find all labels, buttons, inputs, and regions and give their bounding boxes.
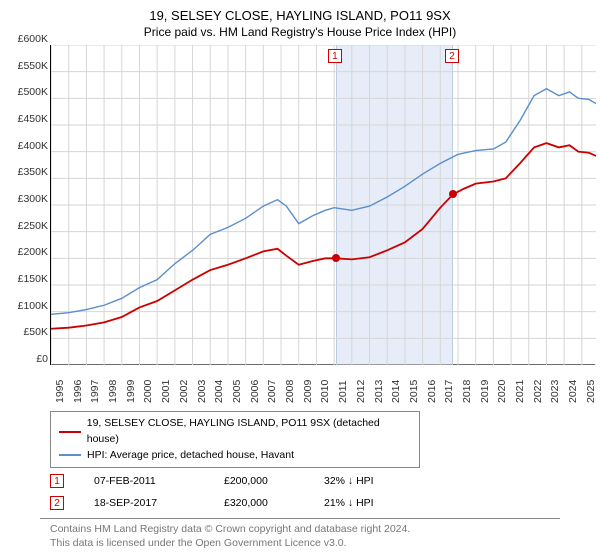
- x-tick-label: 2021: [514, 363, 516, 403]
- transaction-price: £320,000: [224, 497, 294, 509]
- y-tick-label: £600K: [8, 33, 48, 45]
- x-tick-label: 2001: [160, 363, 162, 403]
- x-tick-label: 2023: [549, 363, 551, 403]
- x-tick-label: 2004: [213, 363, 215, 403]
- chart-subtitle: Price paid vs. HM Land Registry's House …: [10, 25, 590, 39]
- x-tick-label: 2015: [408, 363, 410, 403]
- x-tick-label: 2011: [337, 363, 339, 403]
- marker-box-1: 1: [328, 49, 342, 63]
- x-tick-label: 2006: [249, 363, 251, 403]
- y-tick-label: £300K: [8, 193, 48, 205]
- transactions-table: 1 07-FEB-2011 £200,000 32% ↓ HPI 2 18-SEP-201…: [50, 474, 590, 510]
- marker-dot-1: [332, 254, 340, 262]
- legend-swatch: [59, 431, 81, 433]
- plot-svg: [51, 45, 596, 365]
- y-tick-label: £500K: [8, 86, 48, 98]
- series-hpi: [51, 89, 596, 315]
- x-tick-label: 1997: [89, 363, 91, 403]
- y-tick-label: £100K: [8, 300, 48, 312]
- marker-dot-2: [449, 190, 457, 198]
- transaction-date: 07-FEB-2011: [94, 475, 194, 487]
- legend-label: HPI: Average price, detached house, Hava…: [87, 448, 294, 464]
- x-tick-label: 2010: [319, 363, 321, 403]
- x-tick-label: 1995: [54, 363, 56, 403]
- x-tick-label: 2018: [461, 363, 463, 403]
- x-axis-labels: 1995199619971998199920002001200220032004…: [50, 367, 595, 405]
- y-axis-labels: £0 £50K £100K £150K £200K £250K £300K £350K £400…: [8, 39, 48, 369]
- y-tick-label: £250K: [8, 220, 48, 232]
- x-tick-label: 1998: [107, 363, 109, 403]
- x-tick-label: 2005: [231, 363, 233, 403]
- x-tick-label: 2017: [443, 363, 445, 403]
- x-tick-label: 2012: [355, 363, 357, 403]
- transaction-marker: 2: [50, 496, 64, 510]
- x-tick-label: 2008: [284, 363, 286, 403]
- x-tick-label: 2000: [142, 363, 144, 403]
- marker-box-2: 2: [445, 49, 459, 63]
- x-tick-label: 2020: [496, 363, 498, 403]
- transaction-pct: 21% ↓ HPI: [324, 497, 414, 509]
- legend-label: 19, SELSEY CLOSE, HAYLING ISLAND, PO11 9…: [87, 416, 411, 448]
- transaction-row: 2 18-SEP-2017 £320,000 21% ↓ HPI: [50, 496, 590, 510]
- x-tick-label: 2009: [302, 363, 304, 403]
- x-tick-label: 2007: [266, 363, 268, 403]
- transaction-pct: 32% ↓ HPI: [324, 475, 414, 487]
- x-tick-label: 2013: [373, 363, 375, 403]
- footer-line2: This data is licensed under the Open Gov…: [50, 537, 590, 551]
- y-tick-label: £0: [8, 353, 48, 365]
- y-tick-label: £200K: [8, 246, 48, 258]
- x-tick-label: 2022: [532, 363, 534, 403]
- transaction-date: 18-SEP-2017: [94, 497, 194, 509]
- legend: 19, SELSEY CLOSE, HAYLING ISLAND, PO11 9…: [50, 411, 420, 468]
- y-tick-label: £50K: [8, 326, 48, 338]
- chart-title: 19, SELSEY CLOSE, HAYLING ISLAND, PO11 9…: [10, 8, 590, 23]
- y-tick-label: £450K: [8, 113, 48, 125]
- x-tick-label: 2025: [585, 363, 587, 403]
- plot: 12: [50, 45, 595, 365]
- x-tick-label: 1999: [125, 363, 127, 403]
- x-tick-label: 1996: [72, 363, 74, 403]
- legend-swatch: [59, 454, 81, 456]
- x-tick-label: 2019: [479, 363, 481, 403]
- x-tick-label: 2003: [196, 363, 198, 403]
- footer: Contains HM Land Registry data © Crown c…: [50, 523, 590, 550]
- legend-row: 19, SELSEY CLOSE, HAYLING ISLAND, PO11 9…: [59, 416, 411, 448]
- transaction-price: £200,000: [224, 475, 294, 487]
- x-tick-label: 2014: [390, 363, 392, 403]
- series-subject: [51, 143, 596, 329]
- transaction-row: 1 07-FEB-2011 £200,000 32% ↓ HPI: [50, 474, 590, 488]
- footer-line1: Contains HM Land Registry data © Crown c…: [50, 523, 590, 537]
- chart-area: £0£50K£100K£150K£200K£250K£300K£350K£400…: [40, 45, 595, 405]
- legend-row: HPI: Average price, detached house, Hava…: [59, 448, 411, 464]
- y-tick-label: £400K: [8, 140, 48, 152]
- x-tick-label: 2024: [567, 363, 569, 403]
- transaction-marker: 1: [50, 474, 64, 488]
- y-tick-label: £150K: [8, 273, 48, 285]
- divider: [40, 518, 560, 519]
- y-tick-label: £550K: [8, 60, 48, 72]
- y-tick-label: £350K: [8, 166, 48, 178]
- x-tick-label: 2002: [178, 363, 180, 403]
- x-tick-label: 2016: [426, 363, 428, 403]
